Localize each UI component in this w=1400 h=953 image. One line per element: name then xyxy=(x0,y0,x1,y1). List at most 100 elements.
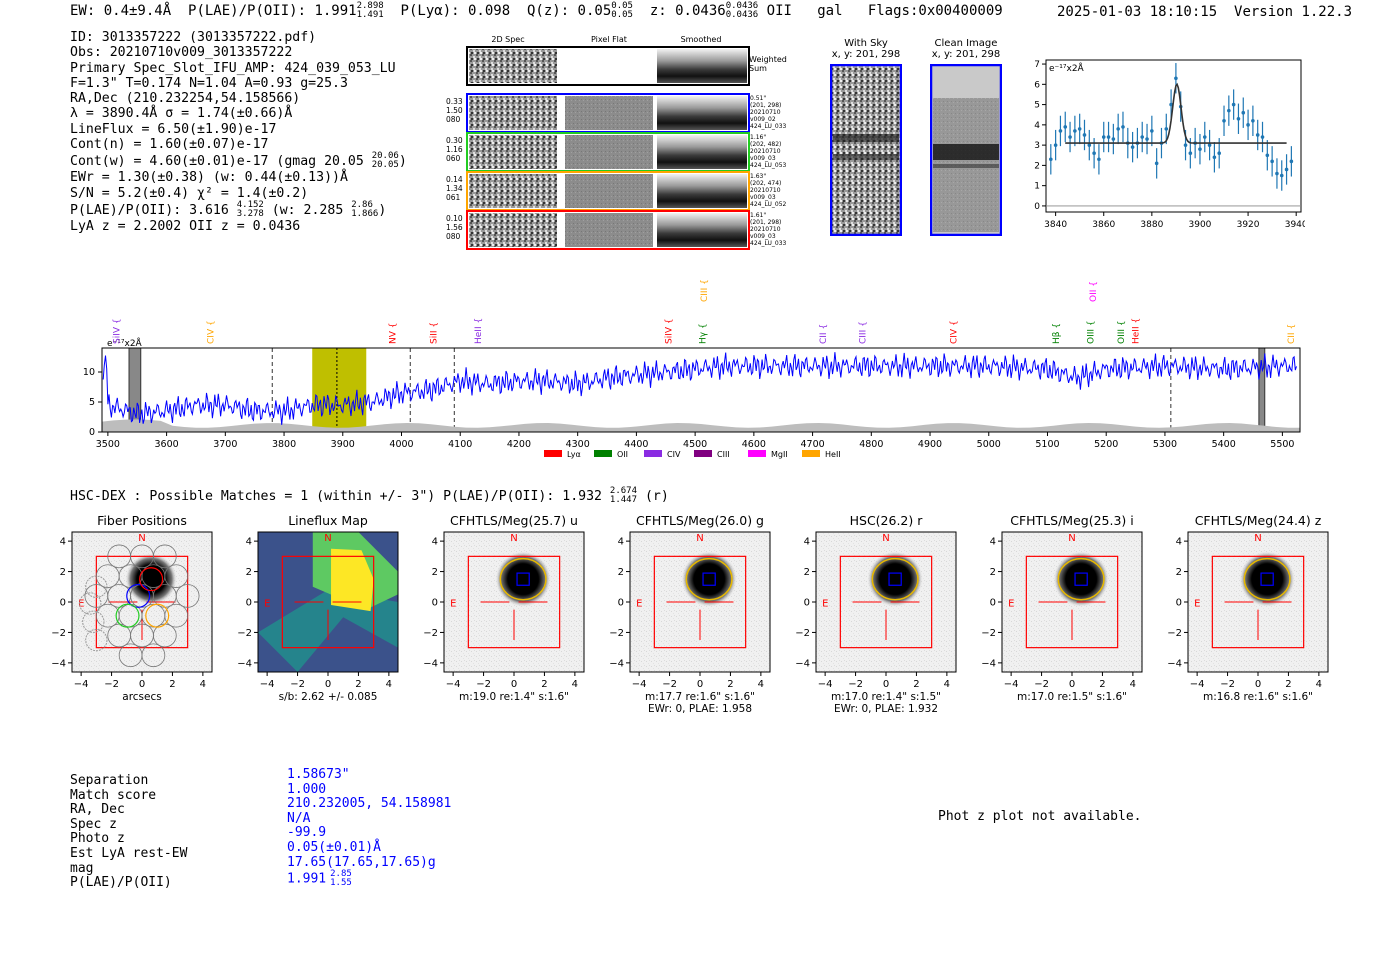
search-box xyxy=(281,555,375,649)
zoom-xtick-label: 3900 xyxy=(1189,220,1212,230)
info-id: ID: 3013357222 (3013357222.pdf) xyxy=(70,30,317,45)
galaxy-blob xyxy=(1053,551,1110,608)
image-xtick-label: 2 xyxy=(913,679,919,690)
col-title-2dspec: 2D Spec xyxy=(491,35,524,44)
spectrum-xtick-label: 5100 xyxy=(1035,439,1059,450)
info-plae: P(LAE)/P(OII): 3.616 4.152 3.278 (w: 2.28… xyxy=(70,199,387,219)
spectrum-xtick-label: 4500 xyxy=(683,439,707,450)
cutout-row-right-label: v009_02 xyxy=(750,116,776,123)
zoom-data-point xyxy=(1212,155,1217,160)
fiber-circle xyxy=(164,603,189,628)
spectrum-legend-label: CIII xyxy=(717,450,730,459)
zoom-data-point xyxy=(1164,127,1169,131)
zoom-ytick-label: 1 xyxy=(1034,182,1040,192)
galaxy-blob xyxy=(681,551,738,608)
match-value: 17.65(17.65,17.65)g xyxy=(287,854,436,870)
zoom-data-point xyxy=(1111,137,1116,141)
weighted-sum-label-1: Weighted xyxy=(749,55,787,64)
galaxy-blob xyxy=(125,553,178,606)
image-ytick-label: 0 xyxy=(1176,598,1182,609)
spectrum-axes-frame xyxy=(101,347,1301,433)
image-ytick-label: 2 xyxy=(60,567,66,578)
header-plae-range: 2.898 1.491 xyxy=(356,1,384,20)
header-ew: EW: 0.4±9.4Å xyxy=(70,3,172,19)
image-panel-title: CFHTLS/Meg(25.7) u xyxy=(450,513,578,528)
zoom-data-point xyxy=(1077,127,1082,131)
cutout-row-right-label: 20210710 xyxy=(750,187,781,194)
info-ewr: EWr = 1.30(±0.38) (w: 0.44(±0.13))Å xyxy=(70,170,348,186)
image-xtick-label: 0 xyxy=(511,679,517,690)
match-value: 0.05(±0.01)Å xyxy=(287,839,381,855)
image-xtick-label: −2 xyxy=(848,679,863,690)
fiber-circle xyxy=(141,643,166,668)
image-xtick-label: 4 xyxy=(944,679,950,690)
image-ytick-label: 0 xyxy=(804,598,810,609)
cutout-row-2dspec xyxy=(469,213,557,247)
match-label: Photo z xyxy=(70,831,125,847)
counterpart-box xyxy=(1074,572,1088,586)
zoom-ytick-label: 4 xyxy=(1034,121,1040,131)
spectrum-xtick-label: 4200 xyxy=(507,439,531,450)
image-ytick-label: 4 xyxy=(990,537,996,548)
info-radec: RA,Dec (210.232254,54.158566) xyxy=(70,91,301,107)
image-ytick-label: 4 xyxy=(1176,537,1182,548)
match-label: Separation xyxy=(70,773,149,788)
image-xtick-label: 2 xyxy=(727,679,733,690)
image-ytick-label: 0 xyxy=(990,598,996,609)
image-ytick-label: −2 xyxy=(609,628,624,639)
match-label: Spec z xyxy=(70,816,117,832)
zoom-data-point xyxy=(1169,102,1173,107)
spectrum-xtick-label: 4900 xyxy=(918,439,942,450)
zoom-data-point xyxy=(1140,135,1145,139)
spectrum-ytick-label: 5 xyxy=(89,397,95,408)
spectrum-line-label: CIII { xyxy=(858,321,868,344)
image-ytick-label: 0 xyxy=(246,598,252,609)
spectrum-line-label: OIII { xyxy=(1086,320,1096,344)
cutout-row-pixelflat xyxy=(565,213,653,247)
spectrum-xtick-label: 5500 xyxy=(1270,439,1294,450)
image-ytick-label: −2 xyxy=(1167,628,1182,639)
spectrum-line-label: OII { xyxy=(1089,281,1099,302)
header-line: EW: 0.4±9.4Å P(LAE)/P(OII): 1.9912.898 1.… xyxy=(70,2,1003,20)
cutout-row-pixelflat xyxy=(565,174,653,208)
cutout-row-right-label: 424_LU_052 xyxy=(750,201,787,208)
image-panel-caption-2: EWr: 0, PLAE: 1.932 xyxy=(834,703,938,715)
spectrum-line-label: OIII { xyxy=(1117,320,1127,344)
east-label: E xyxy=(822,599,828,610)
spectrum-line-label: SiIV { xyxy=(113,318,123,344)
cutout-row-right-label: 424_LU_053 xyxy=(750,162,787,169)
image-panel-caption: m:17.7 re:1.6" s:1.6" xyxy=(645,691,755,703)
hsc-title: HSC-DEX : Possible Matches = 1 (within +… xyxy=(70,486,669,505)
image-ytick-label: 0 xyxy=(432,598,438,609)
zoom-data-point xyxy=(1222,119,1226,123)
image-panel-title: Lineflux Map xyxy=(288,513,368,528)
image-ytick-label: 0 xyxy=(618,598,624,609)
zoom-ytick-label: 2 xyxy=(1034,161,1040,171)
zoom-data-point xyxy=(1255,133,1260,137)
match-label: Match score xyxy=(70,787,157,803)
spectrum-legend-label: HeII xyxy=(825,450,841,459)
cutout-row-smoothed xyxy=(657,135,747,169)
weighted-sum-smoothed xyxy=(657,49,747,83)
image-xtick-label: 2 xyxy=(355,679,361,690)
zoom-data-point xyxy=(1265,153,1270,158)
cutout-row-2dspec xyxy=(469,174,557,208)
image-xtick-label: −2 xyxy=(1034,679,1049,690)
image-ytick-label: 2 xyxy=(246,567,252,578)
cutout-row-left-label: 080 xyxy=(446,232,461,241)
spectrum-legend-label: Lyα xyxy=(567,450,581,459)
fiber-circle-dashed xyxy=(85,628,108,652)
spectrum-xtick-label: 5200 xyxy=(1094,439,1118,450)
cutout-row-right-label: 20210710 xyxy=(750,148,781,155)
cutout-row-right-label: v009_03 xyxy=(750,155,776,162)
spectrum-xtick-label: 3600 xyxy=(155,439,179,450)
cutout-row-right-label: 20210710 xyxy=(750,226,781,233)
zoom-data-point xyxy=(1236,116,1241,121)
header-qz-range: 0.05 0.05 xyxy=(611,1,633,20)
zoom-data-point xyxy=(1198,147,1202,151)
counterpart-box xyxy=(888,572,902,586)
image-panel-title: CFHTLS/Meg(25.3) i xyxy=(1010,513,1134,528)
match-value: 1.000 xyxy=(287,781,327,797)
clean-image xyxy=(930,64,1002,236)
image-panel-caption: m:16.8 re:1.6" s:1.6" xyxy=(1203,691,1313,703)
